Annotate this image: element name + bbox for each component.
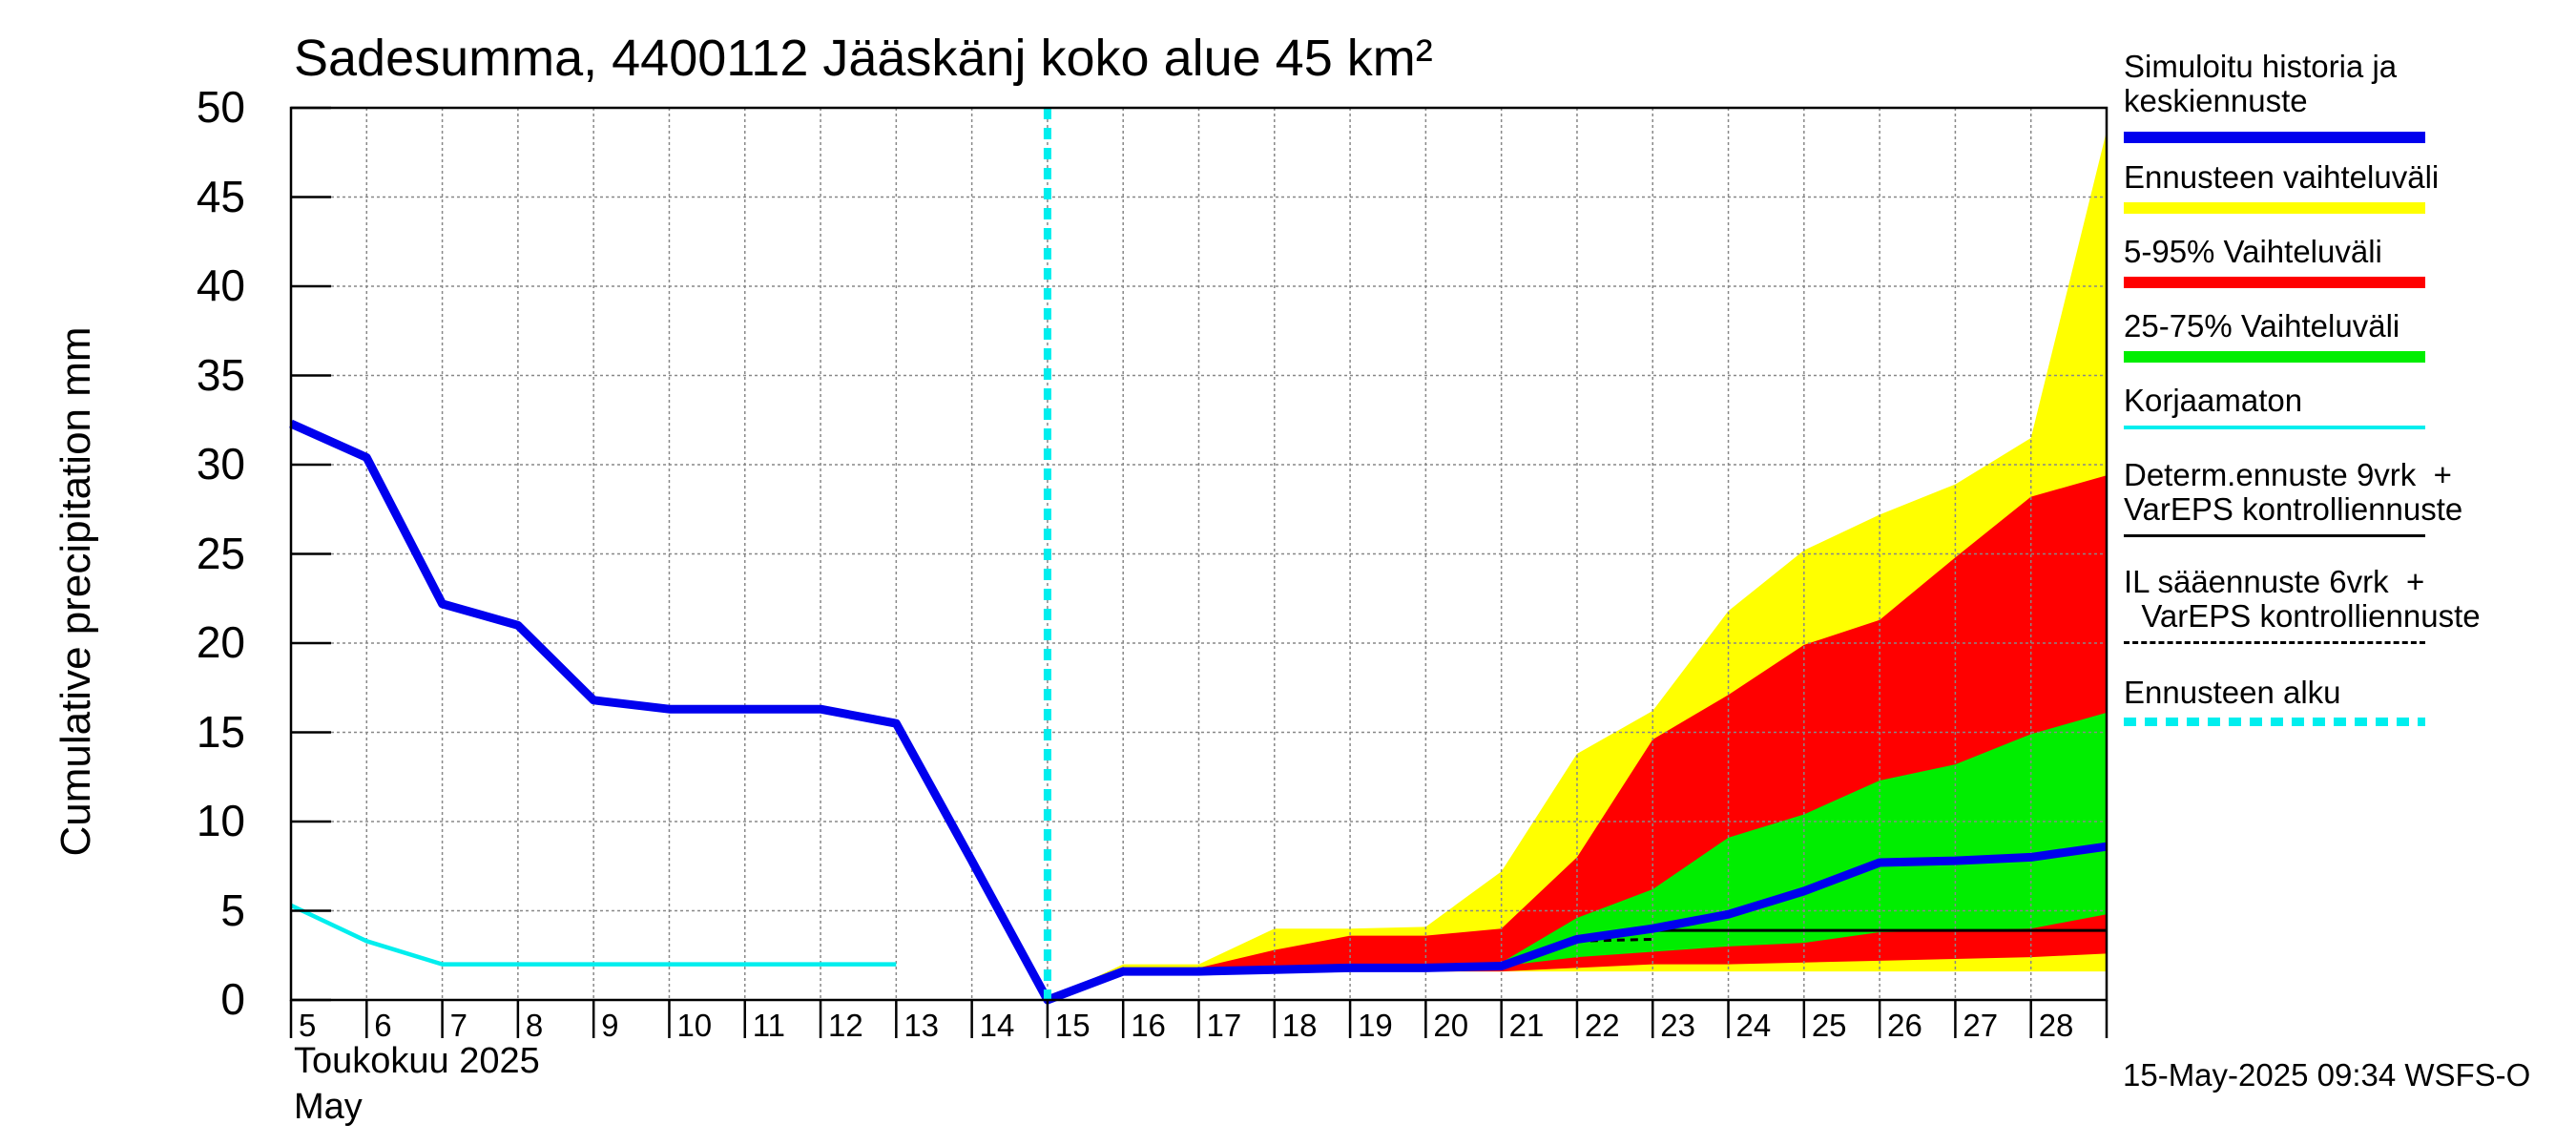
legend-swatch bbox=[2124, 534, 2425, 537]
y-tick-label: 20 bbox=[196, 617, 245, 667]
x-tick-label: 10 bbox=[676, 1008, 713, 1043]
legend-label: Ennusteen vaihteluväli bbox=[2124, 159, 2440, 195]
x-tick-label: 20 bbox=[1433, 1008, 1469, 1043]
y-tick-label: 25 bbox=[196, 528, 245, 578]
legend-label: IL sääennuste 6vrk + VarEPS kontrollienn… bbox=[2124, 564, 2481, 634]
x-tick-label: 8 bbox=[525, 1008, 544, 1043]
legend-item: 25-75% Vaihteluväli bbox=[2124, 308, 2572, 363]
y-tick-label: 35 bbox=[196, 349, 245, 400]
legend-item: Ennusteen alku bbox=[2124, 675, 2572, 726]
y-tick-label: 15 bbox=[196, 706, 245, 757]
legend-swatch bbox=[2124, 641, 2425, 644]
legend-item: Simuloitu historia ja keskiennuste bbox=[2124, 49, 2572, 143]
chart-title: Sadesumma, 4400112 Jääskänj koko alue 45… bbox=[294, 30, 1433, 87]
legend-item: IL sääennuste 6vrk + VarEPS kontrollienn… bbox=[2124, 564, 2572, 644]
legend-label: Ennusteen alku bbox=[2124, 675, 2341, 710]
x-tick-label: 24 bbox=[1735, 1008, 1772, 1043]
month-label-fi: Toukokuu 2025 bbox=[294, 1041, 540, 1081]
series-lines bbox=[289, 108, 2108, 1005]
month-label-en: May bbox=[294, 1087, 363, 1127]
legend-item: Determ.ennuste 9vrk + VarEPS kontrollien… bbox=[2124, 457, 2572, 537]
x-tick-label: 19 bbox=[1358, 1008, 1393, 1043]
x-tick-label: 7 bbox=[449, 1008, 467, 1043]
x-tick-label: 18 bbox=[1281, 1008, 1318, 1043]
legend-swatch bbox=[2124, 277, 2425, 288]
legend-swatch bbox=[2124, 202, 2425, 214]
x-tick-label: 23 bbox=[1660, 1008, 1695, 1043]
band-25-75-vaihteluv-li bbox=[1047, 712, 2107, 1000]
y-tick-label: 40 bbox=[196, 260, 245, 310]
legend-item: 5-95% Vaihteluväli bbox=[2124, 234, 2572, 288]
legend-label: Korjaamaton bbox=[2124, 383, 2303, 418]
y-tick-label: 50 bbox=[196, 82, 245, 132]
timestamp: 15-May-2025 09:34 WSFS-O bbox=[2123, 1057, 2531, 1093]
legend-label: Simuloitu historia ja keskiennuste bbox=[2124, 49, 2398, 118]
x-tick-label: 12 bbox=[828, 1008, 863, 1043]
x-tick-label: 13 bbox=[904, 1008, 940, 1043]
x-tick-label: 16 bbox=[1131, 1008, 1166, 1043]
y-tick-label: 5 bbox=[220, 885, 245, 935]
uncertainty-bands bbox=[1047, 131, 2107, 1001]
x-tick-label: 17 bbox=[1206, 1008, 1242, 1043]
y-tick-label: 30 bbox=[196, 439, 245, 489]
x-tick-label: 25 bbox=[1811, 1008, 1847, 1043]
x-tick-label: 5 bbox=[299, 1008, 317, 1043]
legend-label: 5-95% Vaihteluväli bbox=[2124, 234, 2382, 269]
x-tick-label: 27 bbox=[1963, 1008, 1999, 1043]
x-tick-label: 22 bbox=[1584, 1008, 1620, 1043]
x-tick-label: 11 bbox=[752, 1008, 786, 1043]
x-tick-label: 6 bbox=[374, 1008, 392, 1043]
legend-label: Determ.ennuste 9vrk + VarEPS kontrollien… bbox=[2124, 457, 2463, 527]
legend-swatch bbox=[2124, 426, 2425, 429]
legend-label: 25-75% Vaihteluväli bbox=[2124, 308, 2400, 344]
y-tick-label: 0 bbox=[220, 974, 245, 1024]
plot-frame bbox=[289, 106, 2109, 1038]
x-tick-label: 15 bbox=[1054, 1008, 1091, 1043]
grid-lines bbox=[291, 108, 2107, 1000]
y-axis-label: Cumulative precipitation mm bbox=[52, 326, 99, 857]
month-label: Toukokuu 2025 May bbox=[294, 1038, 540, 1130]
legend-swatch bbox=[2124, 351, 2425, 363]
legend-swatch bbox=[2124, 718, 2425, 726]
x-tick-label: 14 bbox=[979, 1008, 1015, 1043]
series-line-korjaamaton bbox=[290, 903, 897, 967]
y-tick-label: 45 bbox=[196, 171, 245, 221]
legend-item: Ennusteen vaihteluväli bbox=[2124, 159, 2572, 214]
legend-swatch bbox=[2124, 132, 2425, 143]
legend-item: Korjaamaton bbox=[2124, 383, 2572, 429]
y-tick-label: 10 bbox=[196, 796, 245, 845]
x-tick-label: 21 bbox=[1508, 1008, 1545, 1043]
x-tick-label: 26 bbox=[1887, 1008, 1922, 1043]
x-tick-label: 9 bbox=[601, 1008, 619, 1043]
x-tick-label: 28 bbox=[2038, 1008, 2074, 1043]
series-line-simuloitu-historia-ja-keskiennuste bbox=[289, 419, 2108, 1005]
